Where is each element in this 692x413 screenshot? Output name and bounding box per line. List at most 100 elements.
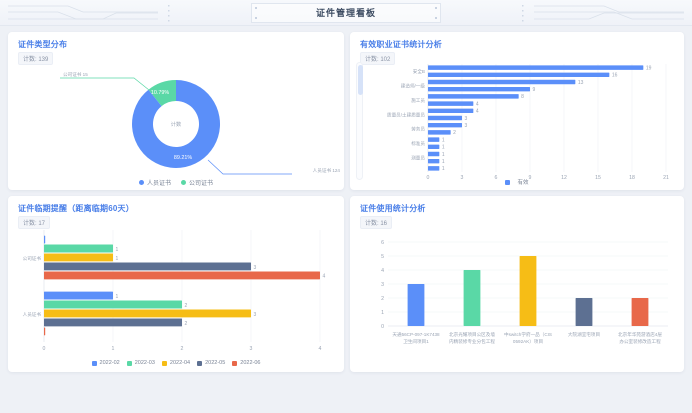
- expiry-reminder-bar-chart: 0 1 2 3 4 1 1 3 4 公司证书 1 2 3 2 人员证书: [23, 230, 326, 352]
- svg-text:0: 0: [381, 324, 384, 330]
- svg-text:15: 15: [595, 175, 601, 181]
- bar-公司证书-2022-05[interactable]: [44, 262, 251, 271]
- legend-item-2022-02[interactable]: 2022-02: [91, 360, 120, 366]
- donut-percent-company: 10.79%: [151, 90, 169, 96]
- header-title-box: 证件管理看板: [251, 2, 441, 23]
- donut-slice-personnel[interactable]: [132, 80, 221, 168]
- count-badge: 计数: 139: [18, 52, 54, 65]
- bar-公司证书-2022-02[interactable]: [44, 235, 46, 244]
- svg-text:9: 9: [533, 87, 536, 93]
- valid-cert-legend: 有效: [350, 178, 684, 186]
- bar-1[interactable]: [428, 72, 610, 78]
- bar-0[interactable]: [428, 65, 644, 70]
- bar-7[interactable]: [428, 115, 462, 121]
- legend-label: 2022-04: [169, 360, 191, 366]
- bar-4[interactable]: [428, 94, 519, 99]
- svg-text:16: 16: [612, 73, 618, 79]
- count-badge: 计数: 16: [360, 216, 393, 229]
- legend-swatch-icon: [138, 180, 144, 185]
- donut-callout-label-company: 公司证书 15: [63, 71, 88, 78]
- bar-14[interactable]: [428, 166, 440, 171]
- scrollbar-thumb[interactable]: [358, 65, 363, 95]
- svg-text:2: 2: [181, 346, 184, 352]
- bar-11[interactable]: [428, 144, 440, 150]
- svg-text:0: 0: [43, 346, 46, 352]
- panel-title: 证件使用统计分析: [360, 204, 426, 213]
- bar-6[interactable]: [428, 108, 474, 114]
- svg-text:8: 8: [521, 94, 524, 100]
- svg-text:4: 4: [381, 268, 384, 274]
- svg-text:3: 3: [381, 282, 384, 288]
- bar-10[interactable]: [428, 137, 440, 142]
- svg-text:3: 3: [461, 175, 464, 181]
- bar-2[interactable]: [428, 79, 576, 85]
- svg-text:19: 19: [646, 65, 652, 71]
- x-axis-label: 0592AK）项目: [513, 339, 543, 345]
- legend-item-2022-03[interactable]: 2022-03: [126, 360, 155, 366]
- bar-3[interactable]: [428, 86, 530, 92]
- legend-label: 2022-05: [205, 360, 226, 366]
- donut-callout-line-personnel: [207, 159, 292, 175]
- svg-text:4: 4: [476, 101, 479, 107]
- panel-title: 证件类型分布: [18, 40, 68, 49]
- bar-3[interactable]: [575, 298, 593, 326]
- page-title: 证件管理看板: [315, 8, 376, 18]
- x-axis-label: 卫生间项目1: [403, 338, 429, 345]
- legend-label: 有效: [517, 180, 529, 186]
- svg-text:12: 12: [561, 175, 567, 181]
- bar-公司证书-2022-03[interactable]: [44, 244, 113, 253]
- bar-人员证书-2022-04[interactable]: [44, 309, 251, 318]
- bar-公司证书-2022-04[interactable]: [44, 253, 113, 262]
- corner-dot-icon: [255, 16, 257, 19]
- panel-valid-certificate-analysis: 有效职业证书统计分析 计数: 102 0 3 6 9 12 15 18 21 19 16 13 9 8 4…: [350, 32, 684, 190]
- legend-label: 2022-02: [99, 360, 120, 366]
- legend-label: 公司证书: [189, 181, 214, 187]
- legend-label: 2022-03: [134, 360, 155, 366]
- bar-人员证书-2022-02[interactable]: [44, 291, 113, 300]
- bar-人员证书-2022-06[interactable]: [44, 327, 46, 336]
- svg-text:3: 3: [250, 346, 253, 352]
- legend-item-personnel[interactable]: 人员证书: [138, 178, 171, 187]
- corner-dot-icon: [435, 6, 437, 9]
- y-axis-label: 安全B: [413, 68, 425, 75]
- bar-0[interactable]: [407, 284, 425, 326]
- bar-1[interactable]: [463, 270, 481, 326]
- bar-2[interactable]: [519, 256, 537, 326]
- panel-title: 有效职业证书统计分析: [360, 40, 442, 49]
- x-axis-label: 北京年华苑游酒店4层: [618, 331, 662, 338]
- bar-8[interactable]: [428, 122, 462, 128]
- bar-13[interactable]: [428, 158, 440, 164]
- count-badge: 计数: 17: [18, 216, 51, 229]
- bar-4[interactable]: [631, 298, 649, 326]
- svg-text:3: 3: [465, 116, 468, 122]
- donut-slice-company[interactable]: [148, 80, 176, 107]
- legend-item-company[interactable]: 公司证书: [181, 178, 213, 187]
- svg-text:6: 6: [381, 240, 384, 246]
- legend-swatch-icon: [505, 179, 511, 185]
- legend-swatch-icon: [181, 180, 186, 185]
- x-axis-label: 中switch学府一品（CIS: [504, 331, 552, 338]
- bar-12[interactable]: [428, 151, 440, 157]
- y-axis-label: 测量员: [411, 154, 425, 161]
- svg-text:4: 4: [476, 109, 479, 115]
- vertical-scrollbar[interactable]: [356, 62, 363, 180]
- legend-item-2022-06[interactable]: 2022-06: [232, 360, 260, 366]
- bar-人员证书-2022-03[interactable]: [44, 300, 182, 309]
- legend-item-2022-05[interactable]: 2022-05: [197, 360, 225, 366]
- svg-text:3: 3: [254, 312, 257, 318]
- svg-text:6: 6: [495, 175, 498, 181]
- svg-text:4: 4: [319, 346, 322, 352]
- panel-certificate-type-distribution: 证件类型分布 计数: 139 计数 10.79% 89.21%: [8, 32, 344, 190]
- bar-公司证书-2022-06[interactable]: [44, 271, 320, 280]
- y-axis-label: 建造师/一级: [401, 82, 426, 89]
- bar-人员证书-2022-05[interactable]: [44, 318, 182, 327]
- legend-swatch-icon: [91, 360, 97, 366]
- legend-swatch-icon: [126, 360, 132, 366]
- svg-text:13: 13: [578, 80, 584, 86]
- svg-text:1: 1: [381, 310, 384, 316]
- svg-text:1: 1: [112, 346, 115, 352]
- bar-5[interactable]: [428, 101, 474, 106]
- bar-9[interactable]: [428, 130, 451, 135]
- legend-item-2022-04[interactable]: 2022-04: [161, 360, 191, 366]
